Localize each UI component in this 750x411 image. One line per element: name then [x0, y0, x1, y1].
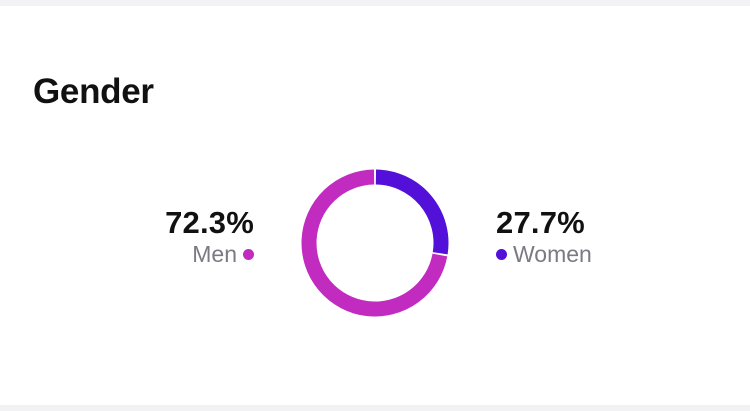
- legend-men: 72.3% Men: [165, 205, 254, 268]
- donut-slice-men: [301, 169, 448, 317]
- gender-donut-chart: [301, 169, 449, 317]
- gender-card: Gender 72.3% Men 27.7% Women: [0, 6, 750, 405]
- women-percentage: 27.7%: [496, 205, 585, 240]
- card-title: Gender: [33, 72, 154, 111]
- men-label-row: Men: [165, 241, 254, 268]
- women-label-row: Women: [496, 241, 592, 268]
- men-percentage: 72.3%: [165, 205, 254, 240]
- legend-women: 27.7% Women: [496, 205, 592, 268]
- donut-slice-women: [375, 169, 449, 255]
- men-color-dot: [243, 249, 254, 261]
- men-label: Men: [192, 241, 237, 268]
- women-color-dot: [496, 249, 507, 261]
- women-label: Women: [513, 241, 592, 268]
